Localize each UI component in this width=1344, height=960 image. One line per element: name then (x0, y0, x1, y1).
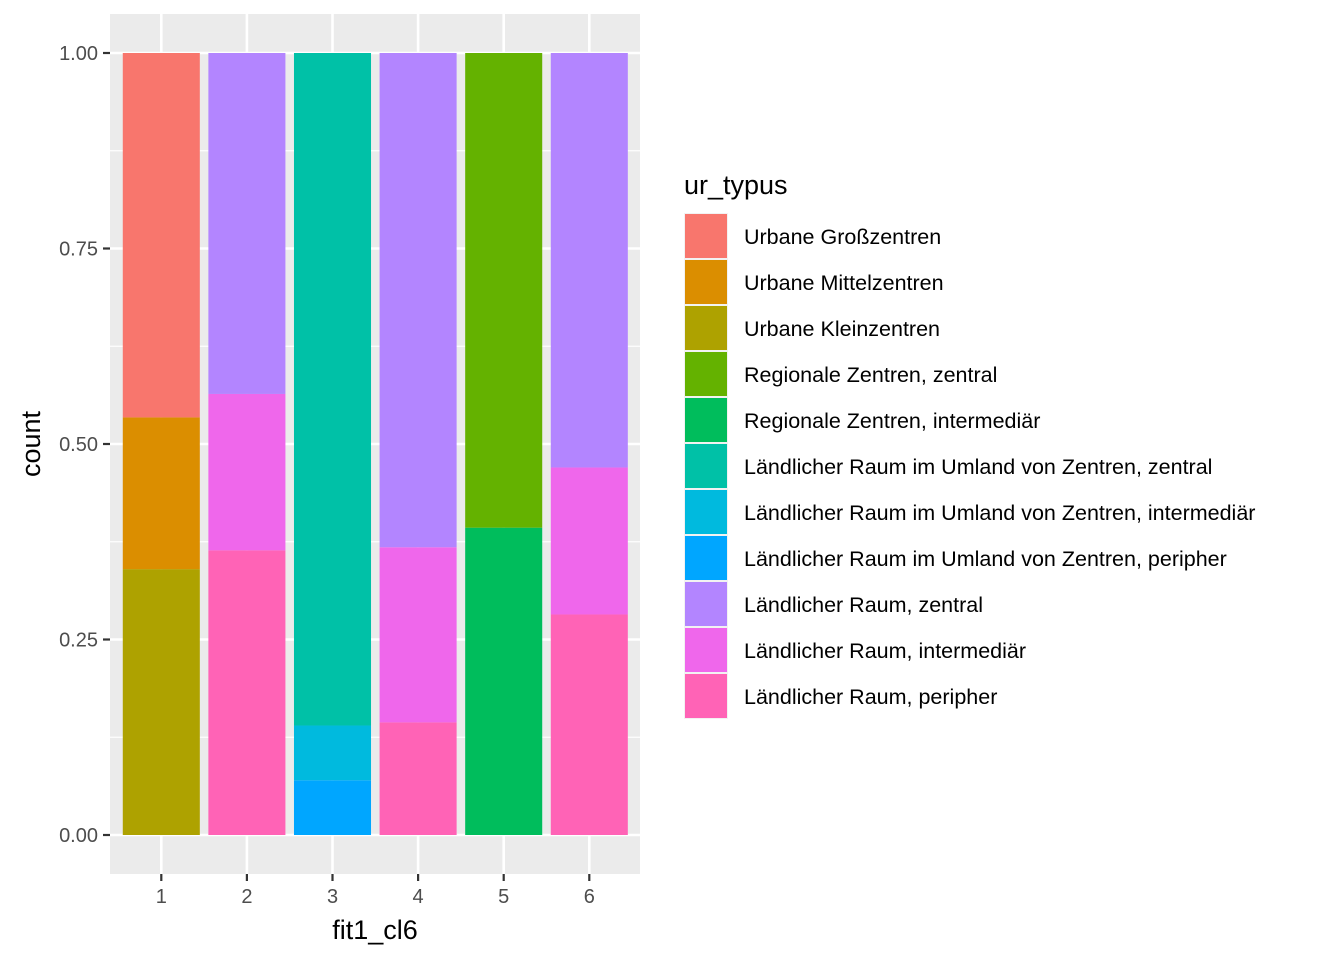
legend-entry-label: Ländlicher Raum, peripher (744, 685, 997, 709)
legend-entry-label: Regionale Zentren, intermediär (744, 409, 1040, 433)
bar-segment (208, 53, 286, 394)
legend-swatch (685, 444, 727, 488)
bar-segment (293, 780, 372, 835)
bars (122, 53, 628, 835)
legend-swatch (685, 490, 727, 534)
bar-segment (465, 527, 543, 835)
x-tick-label: 2 (241, 886, 252, 908)
x-axis-title: fit1_cl6 (332, 915, 418, 945)
y-tick-label: 0.50 (59, 434, 98, 456)
bar-segment (465, 53, 543, 528)
legend-swatch (685, 674, 727, 718)
legend-swatch (685, 352, 727, 396)
bar-segment (122, 417, 200, 570)
bar-segment (550, 467, 628, 615)
bar-segment (293, 53, 372, 726)
y-tick-label: 0.25 (59, 630, 98, 652)
x-tick-label: 6 (584, 886, 595, 908)
legend-swatch (685, 398, 727, 442)
y-tick-label: 1.00 (59, 43, 98, 65)
legend: ur_typus Urbane Großzentren Urbane Mittel… (684, 170, 1255, 719)
y-tick-label: 0.75 (59, 239, 98, 261)
legend-swatch (685, 536, 727, 580)
x-tick-label: 3 (327, 886, 338, 908)
legend-entry-label: Ländlicher Raum, intermediär (744, 639, 1026, 663)
x-tick-label: 1 (156, 886, 167, 908)
bar-segment (208, 550, 286, 835)
legend-swatch (685, 628, 727, 672)
legend-entry-label: Ländlicher Raum im Umland von Zentren, p… (744, 547, 1227, 571)
legend-entry-label: Urbane Kleinzentren (744, 317, 940, 341)
bar-segment (122, 53, 200, 418)
bar-segment (550, 614, 628, 835)
bar-segment (293, 725, 372, 781)
y-axis: 0.00 0.25 0.50 0.75 1.00 (59, 43, 110, 847)
bar-segment (379, 547, 457, 723)
bar-segment (208, 393, 286, 551)
bar-segment (379, 722, 457, 835)
legend-entry-label: Urbane Mittelzentren (744, 271, 944, 295)
bar-segment (379, 53, 457, 548)
legend-swatch (685, 306, 727, 350)
y-axis-title: count (16, 410, 46, 477)
bar-segment (122, 569, 200, 835)
x-tick-label: 4 (413, 886, 424, 908)
y-tick-label: 0.00 (59, 825, 98, 847)
legend-title: ur_typus (684, 170, 788, 200)
legend-swatch (685, 214, 727, 258)
bar-segment (550, 53, 628, 468)
legend-entry-label: Regionale Zentren, zentral (744, 363, 997, 387)
legend-swatch (685, 260, 727, 304)
legend-swatch (685, 582, 727, 626)
legend-entry-label: Urbane Großzentren (744, 225, 941, 249)
legend-entry-label: Ländlicher Raum, zentral (744, 593, 983, 617)
legend-entry-label: Ländlicher Raum im Umland von Zentren, z… (744, 455, 1212, 479)
legend-entry-label: Ländlicher Raum im Umland von Zentren, i… (744, 501, 1255, 525)
x-tick-label: 5 (498, 886, 509, 908)
x-axis: 1 2 3 4 5 6 (156, 874, 595, 908)
